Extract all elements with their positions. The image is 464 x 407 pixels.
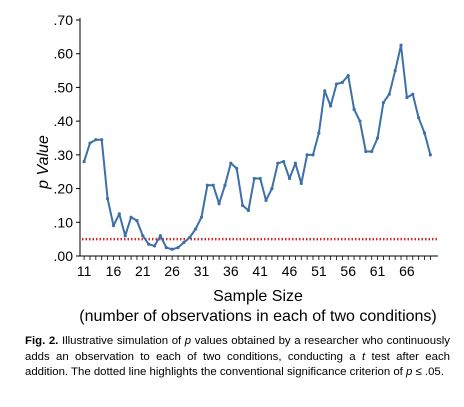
- data-point: [370, 149, 374, 154]
- data-point: [188, 235, 192, 240]
- x-tick-label: 56: [340, 263, 356, 279]
- data-point: [182, 240, 186, 245]
- data-point: [270, 186, 274, 191]
- y-tick-label: .00: [54, 248, 74, 264]
- data-point: [170, 247, 174, 251]
- x-axis-ticks: 11 16 21 26 31 36 41 46 51 56 61 66: [77, 256, 431, 279]
- data-point: [217, 202, 221, 206]
- caption-text-4: ≤ .05.: [412, 366, 444, 378]
- data-point: [158, 234, 163, 238]
- data-point: [329, 104, 333, 108]
- data-point: [205, 183, 209, 187]
- caption-t-symbol: t: [361, 350, 366, 363]
- data-point: [387, 92, 391, 96]
- x-tick-label: 11: [77, 263, 92, 279]
- data-point: [105, 197, 110, 201]
- data-point: [211, 183, 215, 187]
- data-point: [340, 80, 344, 84]
- data-point: [117, 212, 121, 216]
- data-point: [152, 244, 157, 248]
- data-point: [311, 153, 315, 157]
- y-tick-label: .20: [54, 181, 74, 197]
- data-point: [305, 153, 309, 157]
- data-point: [293, 161, 297, 165]
- x-tick-label: 66: [399, 263, 415, 279]
- y-axis-ticks: .00 .10 .20 .30 .40 .50 .60 .70: [54, 12, 80, 264]
- data-point: [229, 161, 233, 165]
- data-point: [282, 160, 286, 164]
- caption-text-3: test after each addition. The dotted lin…: [25, 350, 450, 379]
- x-tick-label: 41: [252, 263, 268, 279]
- data-point: [129, 215, 133, 219]
- y-tick-label: .70: [54, 12, 74, 28]
- y-tick-label: .40: [54, 113, 74, 129]
- series-line: [83, 44, 432, 251]
- data-point: [111, 224, 116, 228]
- data-point: [393, 68, 397, 73]
- caption-text-1: Illustrative simulation of: [58, 335, 185, 347]
- p-value-series: [82, 43, 432, 251]
- data-point: [82, 160, 86, 164]
- data-point: [194, 227, 198, 231]
- caption-text-2: values obtained by a researcher who cont…: [25, 335, 450, 363]
- data-point: [358, 119, 362, 123]
- caption-p-symbol-2: p: [406, 366, 413, 378]
- data-point: [411, 92, 415, 96]
- x-tick-label: 16: [106, 263, 122, 279]
- y-tick-label: .60: [54, 46, 74, 62]
- y-axis-title: p Value: [35, 135, 52, 190]
- data-point: [246, 208, 251, 213]
- data-point: [164, 245, 168, 250]
- x-tick-label: 36: [223, 263, 239, 279]
- x-tick-label: 51: [311, 263, 327, 279]
- data-point: [264, 198, 268, 202]
- data-point: [428, 153, 432, 157]
- x-tick-label: 46: [282, 263, 298, 279]
- data-point: [422, 131, 427, 135]
- data-point: [317, 131, 321, 135]
- data-point: [88, 141, 92, 145]
- data-point: [399, 43, 403, 47]
- data-point: [276, 161, 280, 165]
- data-point: [235, 166, 239, 170]
- y-tick-label: .10: [54, 214, 74, 230]
- data-point: [346, 74, 350, 78]
- x-axis-title: Sample Size: [213, 288, 303, 305]
- data-point: [375, 136, 380, 140]
- data-point: [364, 149, 368, 154]
- x-tick-label: 26: [164, 263, 180, 279]
- x-tick-label: 31: [194, 263, 210, 279]
- data-point: [252, 176, 256, 181]
- x-tick-label: 21: [135, 263, 151, 279]
- figure-caption: Fig. 2. Illustrative simulation of p val…: [25, 334, 450, 381]
- caption-figure-label: Fig. 2.: [25, 335, 59, 347]
- y-tick-label: .50: [54, 79, 74, 95]
- data-point: [405, 95, 409, 100]
- data-point: [417, 116, 421, 120]
- data-point: [381, 101, 386, 105]
- data-point: [123, 234, 127, 238]
- data-point: [94, 138, 98, 142]
- data-point: [141, 234, 145, 238]
- data-point: [135, 219, 139, 223]
- data-point: [287, 176, 292, 181]
- x-tick-label: 61: [370, 263, 386, 279]
- data-point: [176, 245, 180, 250]
- data-point: [299, 181, 303, 186]
- data-point: [334, 82, 339, 86]
- data-point: [323, 89, 327, 93]
- x-axis-subtitle: (number of observations in each of two c…: [79, 308, 437, 325]
- data-point: [199, 215, 204, 219]
- caption-p-symbol: p: [184, 335, 192, 347]
- data-point: [352, 107, 356, 111]
- data-point: [240, 203, 245, 208]
- y-tick-label: .30: [54, 147, 74, 163]
- data-point: [223, 183, 227, 187]
- data-point: [147, 242, 151, 246]
- data-point: [100, 138, 104, 142]
- data-point: [258, 176, 262, 181]
- p-value-chart: .00 .10 .20 .30 .40 .50 .60 .70 11 16 21 26 31 36 41 4…: [35, 12, 438, 325]
